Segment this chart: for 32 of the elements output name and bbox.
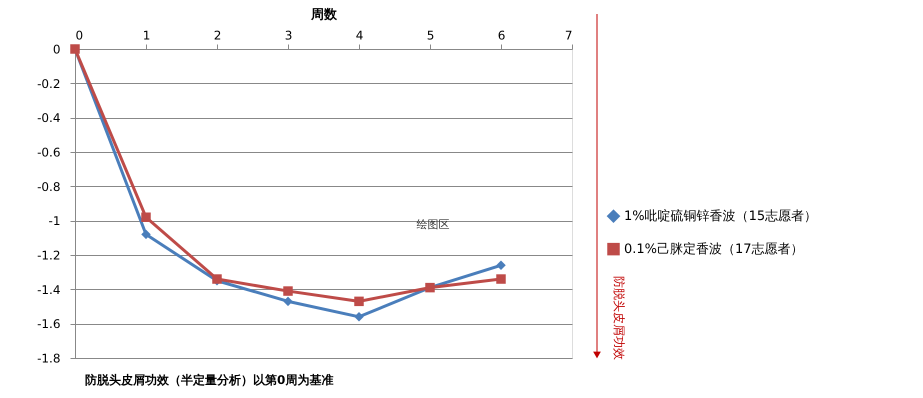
legend-label: 0.1%己脒定香波（17志愿者） (624, 242, 804, 258)
x-tick-label: 7 (564, 28, 572, 42)
y-tick-label: -0.4 (37, 111, 60, 126)
x-tick-label: 2 (214, 28, 222, 42)
point (354, 312, 364, 322)
point (283, 296, 293, 306)
y-tick-label: -1.8 (37, 352, 60, 366)
y2-axis-title: 防脱头皮屑功效 (612, 276, 626, 360)
y-tick-label: -1 (48, 214, 60, 228)
x-tick-label: 3 (284, 28, 292, 42)
y-tick-label: -1.4 (37, 282, 60, 297)
legend-label: 1%吡啶硫铜锌香波（15志愿者） (624, 208, 818, 224)
x-tick-label: 0 (76, 28, 84, 42)
x-tick-label: 4 (356, 28, 364, 42)
y-tick-label: -1.6 (37, 317, 60, 332)
point (354, 296, 364, 306)
y-tick-label: -0.2 (37, 76, 60, 91)
x-tick-label: 5 (426, 28, 434, 42)
point (141, 212, 151, 222)
x-axis-title: 周数 (310, 8, 338, 22)
x-tick-label: 6 (498, 28, 506, 42)
y-tick-label: -0.6 (37, 146, 60, 160)
y-tick-label: 0 (52, 42, 60, 56)
y-tick-label: -0.8 (37, 180, 60, 194)
annotation: 绘图区 (416, 218, 450, 232)
y-tick-label: -1.2 (37, 248, 60, 262)
x-tick-label: 1 (142, 28, 150, 42)
point (496, 274, 506, 284)
point (141, 230, 151, 240)
point (496, 260, 506, 270)
point (283, 286, 293, 296)
text: 防脱头皮屑功效（半定量分析）以第0周为基准 (85, 373, 334, 387)
